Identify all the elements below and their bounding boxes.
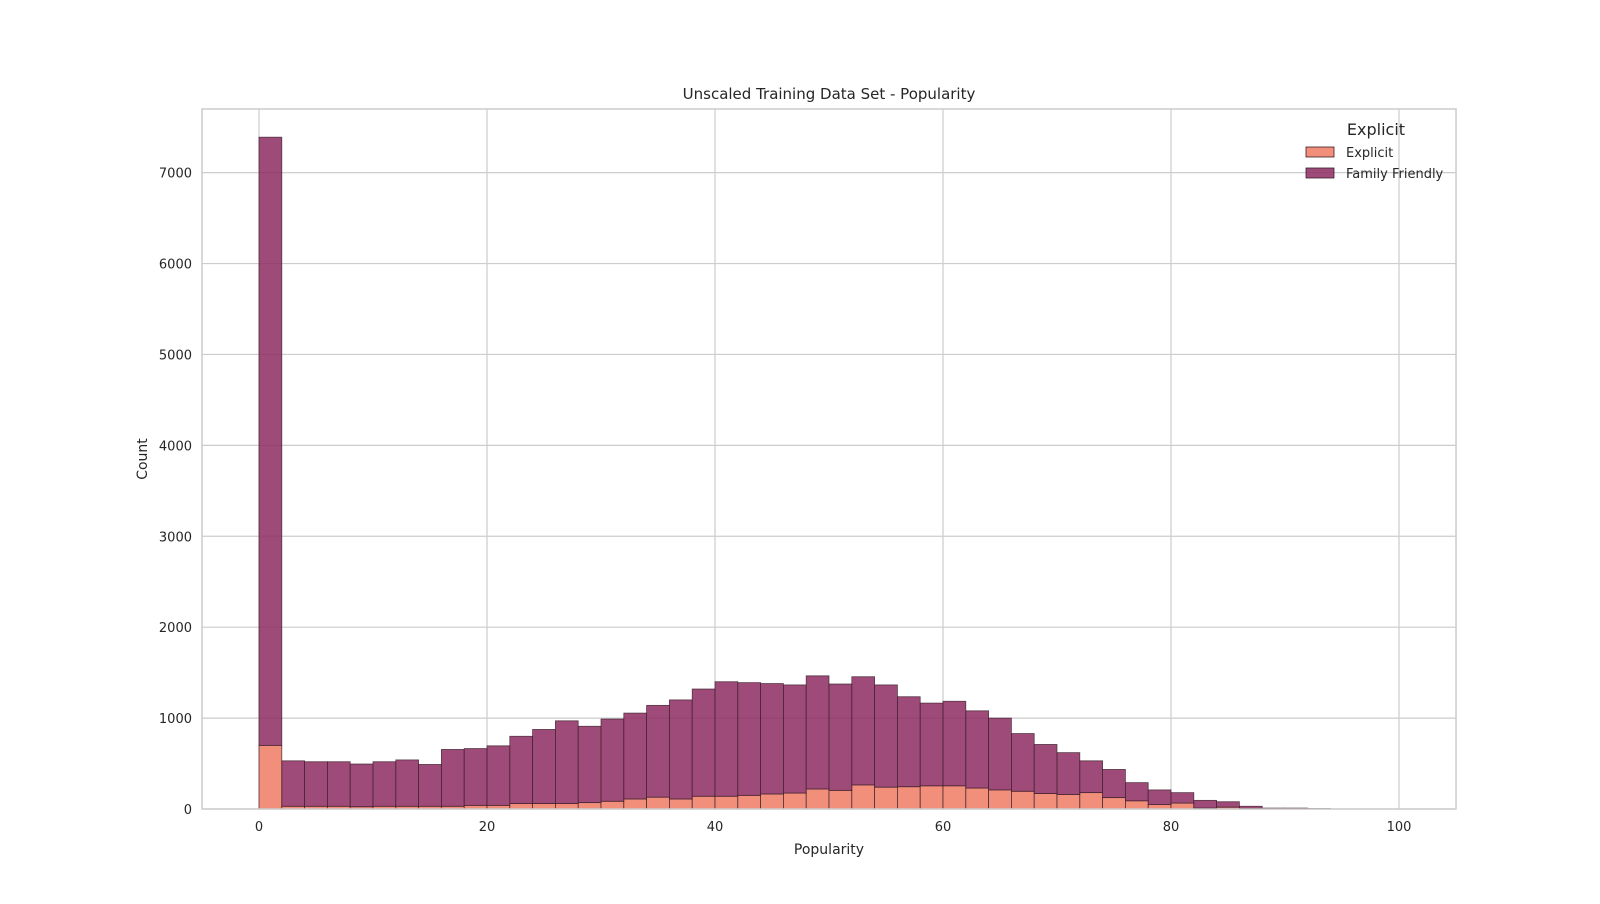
bar-family-friendly (305, 762, 328, 807)
bar-explicit (533, 804, 556, 809)
legend-label-family-friendly: Family Friendly (1346, 167, 1444, 182)
bar-family-friendly (989, 718, 1012, 790)
bar-family-friendly (852, 677, 875, 785)
bar-explicit (259, 745, 282, 809)
bar-family-friendly (692, 689, 715, 796)
bar-family-friendly (1125, 783, 1148, 801)
bar-family-friendly (259, 137, 282, 745)
bar-family-friendly (373, 762, 396, 807)
legend-label-explicit: Explicit (1346, 146, 1393, 161)
x-tick-label: 40 (707, 820, 724, 835)
bar-family-friendly (1103, 769, 1126, 797)
bar-explicit (829, 790, 852, 809)
bar-explicit (920, 786, 943, 809)
bar-explicit (943, 786, 966, 809)
bar-family-friendly (1194, 800, 1217, 808)
y-tick-label: 2000 (159, 621, 192, 636)
bar-family-friendly (943, 701, 966, 786)
bar-family-friendly (966, 711, 989, 788)
bar-explicit (510, 804, 533, 809)
bar-family-friendly (578, 726, 601, 802)
bar-family-friendly (1034, 744, 1057, 793)
y-tick-label: 0 (184, 803, 192, 818)
bar-explicit (1057, 794, 1080, 809)
bar-family-friendly (829, 684, 852, 790)
bar-explicit (783, 793, 806, 809)
bar-family-friendly (783, 685, 806, 793)
y-tick-label: 7000 (159, 167, 192, 182)
bar-explicit (601, 801, 624, 809)
bar-explicit (555, 804, 578, 809)
bar-family-friendly (601, 719, 624, 801)
bar-family-friendly (647, 705, 670, 797)
bar-family-friendly (1171, 793, 1194, 803)
bar-explicit (1011, 791, 1034, 809)
bar-explicit (1034, 794, 1057, 809)
bar-family-friendly (806, 676, 829, 789)
bar-family-friendly (1217, 802, 1240, 807)
y-axis-label: Count (135, 438, 151, 480)
bar-family-friendly (464, 749, 487, 806)
bar-family-friendly (533, 729, 556, 803)
y-tick-label: 6000 (159, 258, 192, 273)
bar-explicit (715, 796, 738, 809)
bar-family-friendly (510, 736, 533, 803)
bar-family-friendly (1080, 761, 1103, 793)
legend-title: Explicit (1347, 120, 1405, 139)
bar-family-friendly (715, 682, 738, 797)
bar-explicit (1103, 798, 1126, 809)
bar-family-friendly (1011, 734, 1034, 792)
bar-family-friendly (875, 685, 898, 787)
x-tick-label: 60 (935, 820, 952, 835)
bar-family-friendly (920, 703, 943, 786)
y-tick-label: 1000 (159, 712, 192, 727)
bar-explicit (897, 787, 920, 809)
legend-swatch-explicit (1306, 147, 1334, 157)
bar-explicit (647, 797, 670, 809)
bar-family-friendly (738, 683, 761, 796)
bar-explicit (738, 795, 761, 809)
bar-family-friendly (487, 746, 510, 806)
bar-explicit (578, 803, 601, 809)
bar-explicit (1080, 793, 1103, 809)
bar-family-friendly (1057, 753, 1080, 795)
bar-family-friendly (1239, 806, 1262, 808)
bar-explicit (852, 785, 875, 809)
bar-family-friendly (555, 721, 578, 804)
y-tick-label: 5000 (159, 348, 192, 363)
bar-explicit (989, 790, 1012, 809)
bar-family-friendly (327, 762, 350, 807)
bar-family-friendly (282, 761, 305, 806)
x-tick-label: 80 (1163, 820, 1180, 835)
bar-explicit (669, 799, 692, 809)
bar-family-friendly (396, 760, 419, 806)
bar-family-friendly (419, 764, 442, 806)
bar-family-friendly (441, 749, 464, 806)
y-tick-label: 3000 (159, 530, 192, 545)
legend-swatch-family-friendly (1306, 168, 1334, 178)
bar-explicit (875, 787, 898, 809)
bar-family-friendly (624, 713, 647, 799)
bar-explicit (624, 799, 647, 809)
bar-explicit (806, 789, 829, 809)
y-tick-label: 4000 (159, 439, 192, 454)
bar-family-friendly (350, 764, 373, 807)
x-tick-label: 100 (1387, 820, 1412, 835)
bar-explicit (1125, 801, 1148, 809)
x-tick-label: 20 (479, 820, 496, 835)
bar-family-friendly (1148, 790, 1171, 805)
bar-family-friendly (669, 700, 692, 799)
bar-family-friendly (761, 684, 784, 794)
bar-family-friendly (897, 697, 920, 787)
x-axis-label: Popularity (794, 842, 864, 858)
x-tick-label: 0 (255, 820, 263, 835)
bar-explicit (966, 788, 989, 809)
bar-explicit (692, 796, 715, 809)
bar-explicit (761, 794, 784, 809)
bar-explicit (1171, 803, 1194, 809)
chart-title: Unscaled Training Data Set - Popularity (683, 85, 976, 103)
